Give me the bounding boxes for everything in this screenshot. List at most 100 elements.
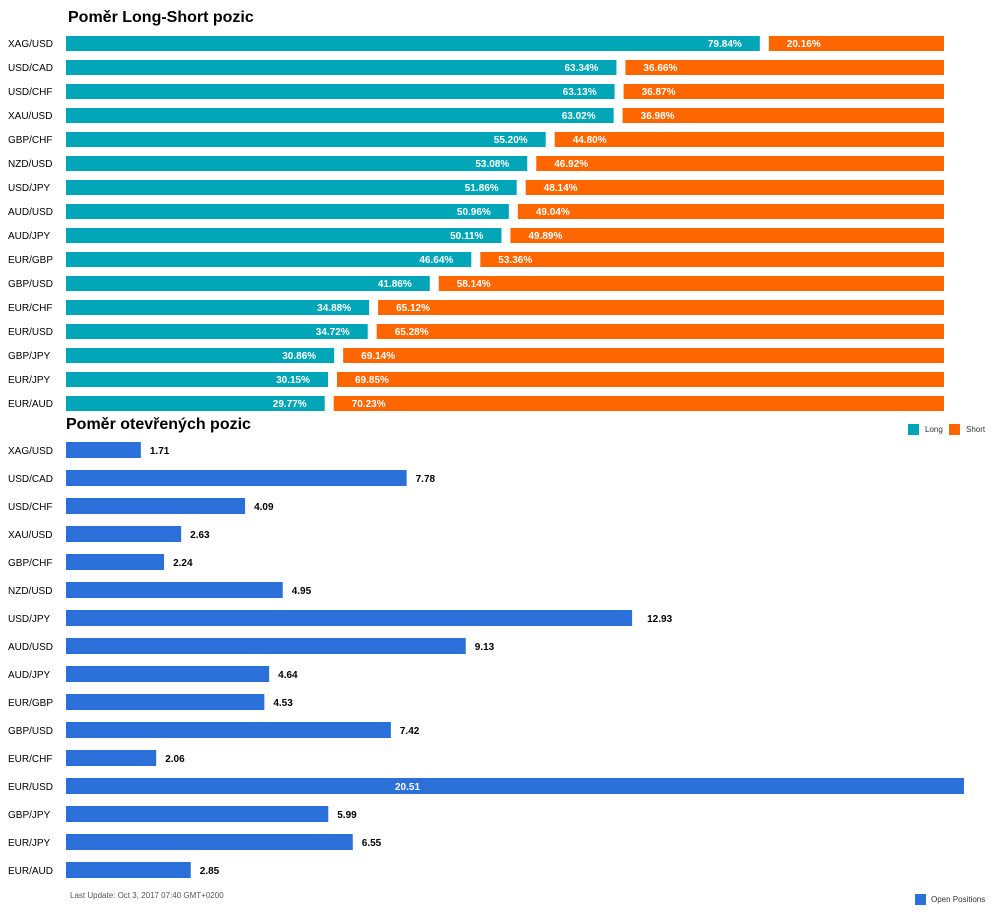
- open-positions-bar: [66, 778, 964, 794]
- category-label: EUR/AUD: [8, 866, 53, 877]
- category-label: AUD/JPY: [8, 231, 51, 242]
- long-bar: [66, 324, 368, 339]
- short-value-label: 46.92%: [554, 159, 588, 170]
- open-positions-value-label: 2.24: [173, 558, 193, 569]
- category-label: USD/CAD: [8, 474, 53, 485]
- short-bar: [622, 108, 944, 123]
- short-bar: [554, 132, 944, 147]
- open-positions-value-label: 2.06: [165, 754, 185, 765]
- short-value-label: 49.04%: [536, 207, 570, 218]
- open-positions-value-label: 4.09: [254, 502, 274, 513]
- long-bar: [66, 204, 509, 219]
- short-value-label: 58.14%: [457, 279, 491, 290]
- open-positions-value-label: 4.95: [292, 586, 312, 597]
- open-positions-bar: [66, 442, 141, 458]
- open-positions-value-label: 2.85: [200, 866, 220, 877]
- long-bar: [66, 156, 528, 171]
- short-value-label: 70.23%: [352, 399, 386, 410]
- long-bar: [66, 36, 760, 51]
- category-label: GBP/JPY: [8, 351, 51, 362]
- legend-open-label: Open Positions: [931, 895, 985, 904]
- short-value-label: 49.89%: [528, 231, 562, 242]
- long-value-label: 46.64%: [419, 255, 453, 266]
- category-label: EUR/GBP: [8, 255, 53, 266]
- category-label: XAG/USD: [8, 446, 53, 457]
- short-bar: [517, 204, 944, 219]
- long-bar: [66, 132, 546, 147]
- long-value-label: 34.88%: [317, 303, 351, 314]
- long-value-label: 55.20%: [494, 135, 528, 146]
- long-bar: [66, 228, 502, 243]
- open-positions-value-label: 12.93: [647, 614, 672, 625]
- category-label: USD/JPY: [8, 183, 51, 194]
- short-bar: [480, 252, 944, 267]
- open-positions-value-label: 9.13: [475, 642, 495, 653]
- open-positions-value-label: 5.99: [337, 810, 357, 821]
- short-bar: [510, 228, 944, 243]
- category-label: EUR/JPY: [8, 375, 51, 386]
- category-label: USD/JPY: [8, 614, 51, 625]
- category-label: EUR/GBP: [8, 698, 53, 709]
- open-positions-bar: [66, 638, 466, 654]
- category-label: EUR/USD: [8, 327, 53, 338]
- category-label: EUR/CHF: [8, 754, 52, 765]
- short-value-label: 53.36%: [498, 255, 532, 266]
- category-label: AUD/JPY: [8, 670, 51, 681]
- short-value-label: 69.85%: [355, 375, 389, 386]
- open-positions-bar: [66, 750, 157, 766]
- long-value-label: 41.86%: [378, 279, 412, 290]
- category-label: XAU/USD: [8, 530, 52, 541]
- category-label: USD/CAD: [8, 63, 53, 74]
- long-value-label: 30.15%: [276, 375, 310, 386]
- short-value-label: 36.98%: [641, 111, 675, 122]
- open-positions-value-label: 2.63: [190, 530, 210, 541]
- long-bar: [66, 396, 325, 411]
- short-bar: [333, 396, 944, 411]
- long-value-label: 79.84%: [708, 39, 742, 50]
- short-value-label: 20.16%: [787, 39, 821, 50]
- long-value-label: 63.13%: [563, 87, 597, 98]
- open-positions-bar: [66, 862, 191, 878]
- long-bar: [66, 372, 329, 387]
- long-value-label: 34.72%: [316, 327, 350, 338]
- category-label: EUR/AUD: [8, 399, 53, 410]
- open-positions-bar: [66, 722, 391, 738]
- category-label: GBP/CHF: [8, 135, 52, 146]
- category-label: EUR/JPY: [8, 838, 51, 849]
- category-label: NZD/USD: [8, 159, 52, 170]
- legend-long-label: Long: [925, 425, 943, 434]
- long-value-label: 50.96%: [457, 207, 491, 218]
- short-bar: [376, 324, 944, 339]
- long-value-label: 63.34%: [565, 63, 599, 74]
- open-positions-bar: [66, 582, 283, 598]
- long-value-label: 50.11%: [450, 231, 483, 242]
- open-positions-value-label: 4.64: [278, 670, 298, 681]
- category-label: AUD/USD: [8, 642, 53, 653]
- short-bar: [625, 60, 944, 75]
- category-label: EUR/USD: [8, 782, 53, 793]
- open-positions-value-label: 6.55: [362, 838, 382, 849]
- short-value-label: 48.14%: [544, 183, 578, 194]
- short-value-label: 65.12%: [396, 303, 430, 314]
- long-value-label: 29.77%: [273, 399, 307, 410]
- open-positions-value-label: 7.42: [400, 726, 420, 737]
- short-bar: [768, 36, 944, 51]
- short-bar: [525, 180, 944, 195]
- category-label: USD/CHF: [8, 87, 52, 98]
- category-label: XAU/USD: [8, 111, 52, 122]
- long-bar: [66, 60, 617, 75]
- short-bar: [378, 300, 945, 315]
- long-bar: [66, 348, 335, 363]
- legend-open-swatch: [915, 894, 926, 905]
- open-positions-bar: [66, 470, 407, 486]
- long-bar: [66, 276, 430, 291]
- short-bar: [623, 84, 944, 99]
- category-label: GBP/USD: [8, 279, 53, 290]
- short-bar: [343, 348, 944, 363]
- short-value-label: 65.28%: [395, 327, 429, 338]
- open-positions-bar: [66, 806, 329, 822]
- short-value-label: 36.66%: [643, 63, 677, 74]
- short-bar: [337, 372, 944, 387]
- long-bar: [66, 84, 615, 99]
